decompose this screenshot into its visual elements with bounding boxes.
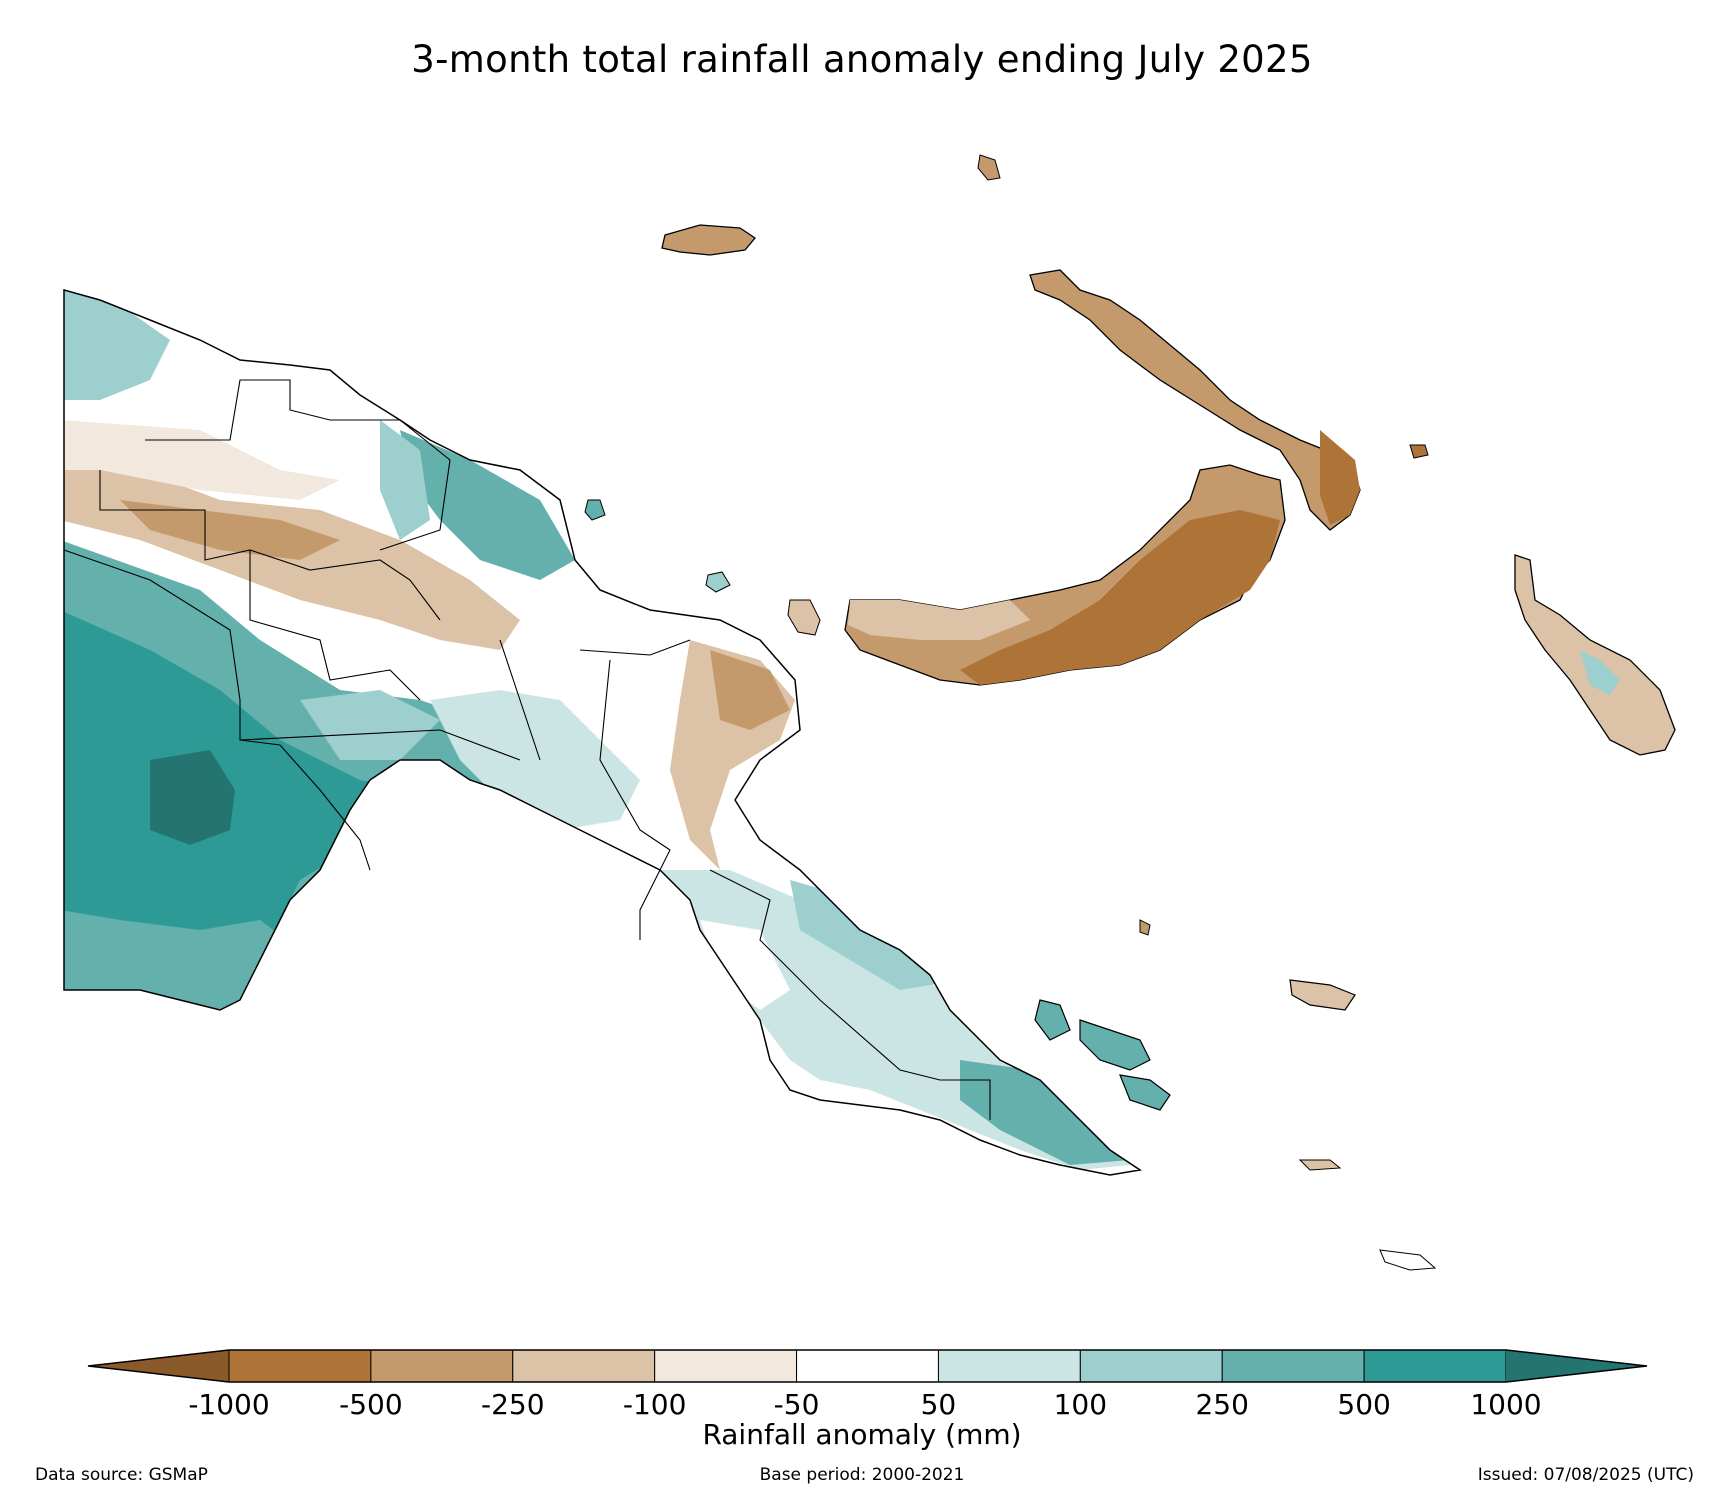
- legend-tick-label: -1000: [188, 1388, 270, 1421]
- legend-tick-label: 500: [1337, 1388, 1391, 1421]
- legend-swatch-100_250: [1079, 1349, 1223, 1383]
- legend-swatch--500_-250: [370, 1349, 514, 1383]
- trobriand-island: [1139, 919, 1151, 936]
- misima-island: [1298, 1159, 1342, 1171]
- tabar-island: [1409, 444, 1429, 459]
- manus-island: [661, 224, 756, 256]
- legend-swatch--1000_-500: [228, 1349, 372, 1383]
- umboi-island: [787, 599, 821, 636]
- long-island: [705, 571, 731, 593]
- karkar-island: [584, 499, 606, 521]
- legend-title: Rainfall anomaly (mm): [702, 1418, 1022, 1451]
- rainfall-anomaly-map: [63, 154, 1676, 1271]
- legend-swatch-250_500: [1221, 1349, 1365, 1383]
- legend-swatch--250_-100: [512, 1349, 656, 1383]
- map-title: 3-month total rainfall anomaly ending Ju…: [411, 38, 1313, 81]
- data-source-note: Data source: GSMaP: [35, 1465, 208, 1485]
- bougainville: [1514, 554, 1676, 756]
- mainland-outline: [63, 289, 1142, 1176]
- legend-tick-label: -500: [339, 1388, 403, 1421]
- new-ireland-south: [1320, 430, 1360, 525]
- legend-tick-label: 50: [920, 1388, 957, 1421]
- legend-swatch--100_-50: [654, 1349, 798, 1383]
- woodlark-island: [1289, 979, 1356, 1011]
- legend-tick-label: -50: [773, 1388, 820, 1421]
- legend-swatch-50_100: [937, 1349, 1081, 1383]
- new-britain-east: [960, 510, 1280, 685]
- normanby-island: [1119, 1074, 1171, 1111]
- legend-extend-low: [88, 1350, 229, 1382]
- legend-colorbar: [87, 1349, 1648, 1383]
- legend-swatch--50_50: [796, 1349, 939, 1383]
- legend-extend-high: [1506, 1350, 1647, 1382]
- new-britain-west: [848, 600, 1030, 640]
- legend-swatch-500_1000: [1363, 1349, 1507, 1383]
- provincial-boundaries: [63, 379, 991, 1120]
- issued-date-note: Issued: 07/08/2025 (UTC): [1477, 1465, 1694, 1485]
- fergusson-island: [1079, 1019, 1151, 1071]
- bougainville-wet: [1580, 650, 1620, 695]
- legend-tick-label: -250: [480, 1388, 545, 1421]
- base-period-note: Base period: 2000-2021: [759, 1465, 965, 1485]
- rossel-island: [1379, 1249, 1437, 1271]
- legend-border: [87, 1349, 1648, 1383]
- mussau-island: [977, 154, 1001, 181]
- legend-tick-label: -100: [622, 1388, 687, 1421]
- legend-tick-label: 100: [1053, 1388, 1108, 1421]
- legend-tick-label: 1000: [1470, 1388, 1542, 1421]
- legend-tick-label: 250: [1195, 1388, 1249, 1421]
- goodenough-island: [1034, 999, 1071, 1041]
